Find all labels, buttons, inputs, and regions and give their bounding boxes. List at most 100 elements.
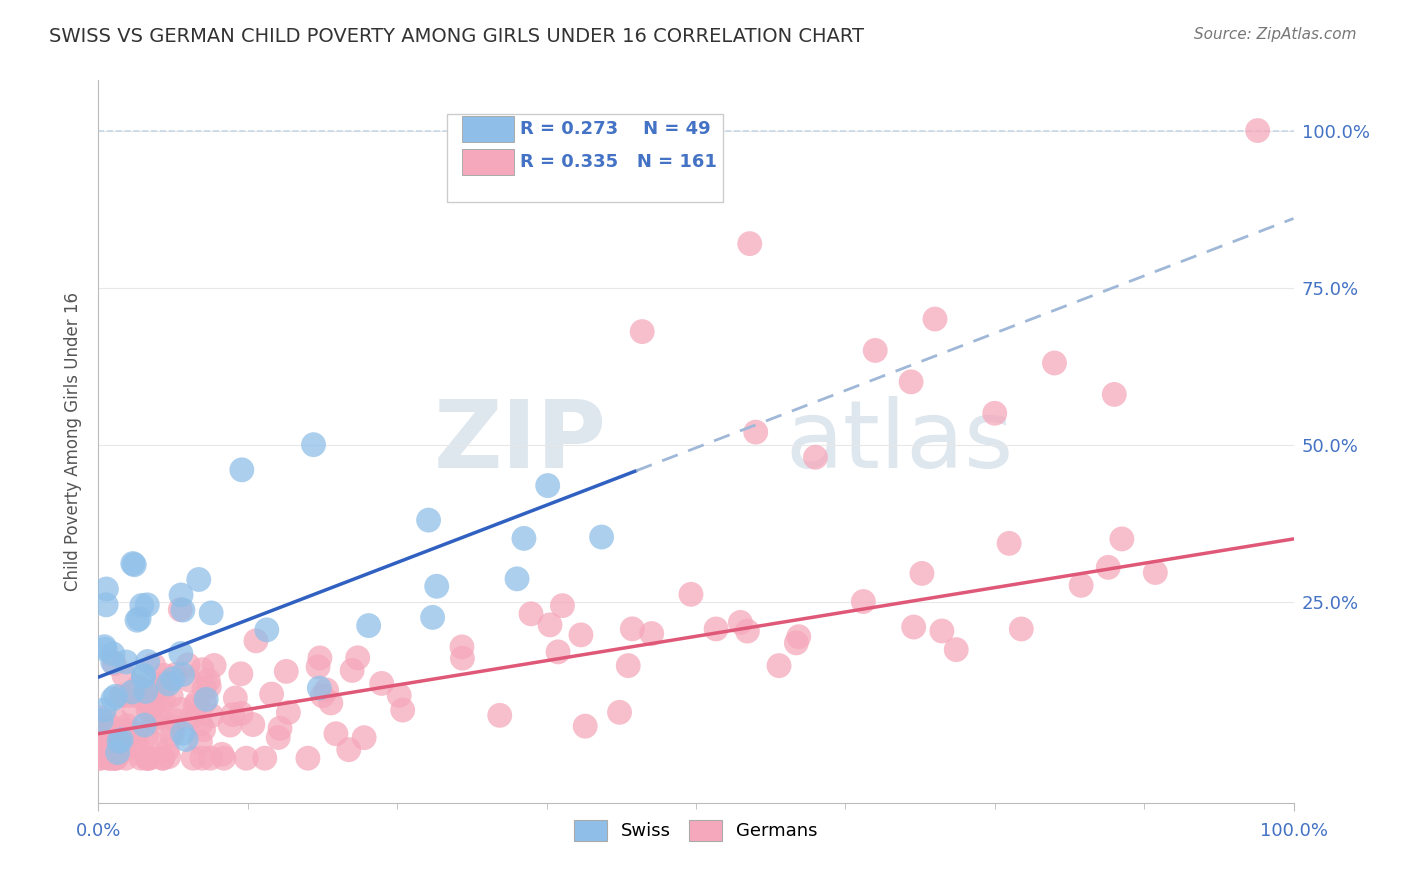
Point	[785, 636, 807, 650]
Point	[115, 719, 138, 733]
Point	[924, 312, 946, 326]
Point	[104, 740, 127, 755]
Point	[277, 706, 299, 720]
Point	[96, 582, 118, 596]
Point	[110, 689, 132, 703]
Point	[193, 681, 215, 696]
Point	[135, 729, 157, 743]
Point	[108, 734, 131, 748]
Point	[104, 737, 127, 751]
Point	[370, 676, 392, 690]
Point	[112, 668, 135, 682]
Point	[224, 691, 246, 706]
Point	[309, 651, 332, 665]
Text: Source: ZipAtlas.com: Source: ZipAtlas.com	[1194, 27, 1357, 42]
Point	[202, 658, 225, 673]
Point	[551, 599, 574, 613]
Point	[162, 721, 184, 735]
Point	[520, 607, 543, 621]
Point	[276, 665, 298, 679]
Point	[191, 751, 214, 765]
Point	[211, 747, 233, 762]
Point	[269, 721, 291, 735]
Point	[94, 598, 117, 612]
Point	[242, 717, 264, 731]
Point	[152, 677, 174, 691]
Point	[1043, 356, 1066, 370]
Point	[121, 557, 143, 571]
Point	[152, 751, 174, 765]
Point	[157, 677, 180, 691]
Point	[89, 723, 111, 738]
FancyBboxPatch shape	[447, 114, 724, 202]
Point	[198, 680, 221, 694]
Point	[141, 699, 163, 714]
Point	[101, 655, 124, 669]
Point	[125, 738, 148, 752]
Point	[114, 723, 136, 737]
Point	[745, 425, 768, 439]
Point	[110, 732, 132, 747]
Point	[104, 751, 127, 765]
Point	[89, 751, 111, 765]
Point	[177, 657, 200, 672]
Point	[136, 655, 159, 669]
Point	[193, 723, 215, 737]
Point	[135, 684, 157, 698]
Point	[311, 689, 333, 703]
Point	[152, 751, 174, 765]
Point	[186, 695, 208, 709]
Point	[538, 618, 561, 632]
Text: atlas: atlas	[786, 395, 1014, 488]
Point	[165, 667, 187, 681]
Point	[169, 602, 191, 616]
Point	[911, 566, 934, 581]
Point	[112, 737, 135, 751]
Point	[93, 640, 115, 654]
Point	[200, 606, 222, 620]
Legend: Swiss, Germans: Swiss, Germans	[567, 813, 825, 848]
Point	[609, 706, 631, 720]
Point	[97, 742, 120, 756]
Point	[105, 714, 128, 728]
Point	[94, 642, 117, 657]
Point	[146, 681, 169, 696]
Point	[128, 612, 150, 626]
Point	[346, 650, 368, 665]
Point	[191, 663, 214, 677]
Point	[617, 658, 640, 673]
Point	[340, 664, 363, 678]
Point	[222, 707, 245, 722]
Point	[135, 751, 157, 765]
Point	[738, 236, 761, 251]
Point	[97, 720, 120, 734]
Point	[200, 751, 222, 765]
Point	[120, 689, 142, 703]
Point	[91, 725, 114, 739]
Point	[101, 751, 124, 765]
Point	[931, 624, 953, 638]
Point	[131, 599, 153, 613]
Point	[184, 698, 207, 713]
Point	[180, 710, 202, 724]
Point	[153, 668, 176, 682]
Point	[1097, 560, 1119, 574]
Point	[156, 743, 179, 757]
Point	[90, 737, 112, 751]
Point	[319, 696, 342, 710]
Point	[253, 751, 276, 765]
Point	[391, 703, 413, 717]
Point	[315, 682, 337, 697]
Point	[90, 714, 112, 728]
Point	[325, 727, 347, 741]
Point	[900, 375, 922, 389]
Point	[547, 645, 569, 659]
Point	[187, 573, 209, 587]
Point	[231, 706, 253, 721]
Point	[388, 689, 411, 703]
Point	[170, 647, 193, 661]
Point	[1104, 387, 1126, 401]
Point	[506, 572, 529, 586]
Point	[93, 703, 115, 717]
Point	[998, 536, 1021, 550]
